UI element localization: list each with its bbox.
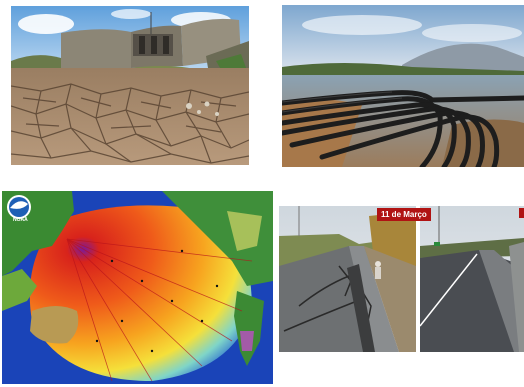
tsunami-map-drawing [2, 191, 273, 384]
caption-edge [519, 208, 524, 218]
tsunami-wave-height-map-photo: NOAA [2, 191, 273, 384]
low-water-pipes-photo [282, 5, 524, 167]
road-damage-drawing [279, 206, 524, 352]
drought-reservoir-drawing [11, 6, 249, 165]
low-water-pipes-drawing [282, 5, 524, 167]
date-caption: 11 de Março [377, 208, 431, 221]
noaa-logo-label: NOAA [13, 217, 28, 223]
earthquake-road-damage-photo: 11 de Março [279, 206, 524, 352]
drought-reservoir-photo [11, 6, 249, 165]
